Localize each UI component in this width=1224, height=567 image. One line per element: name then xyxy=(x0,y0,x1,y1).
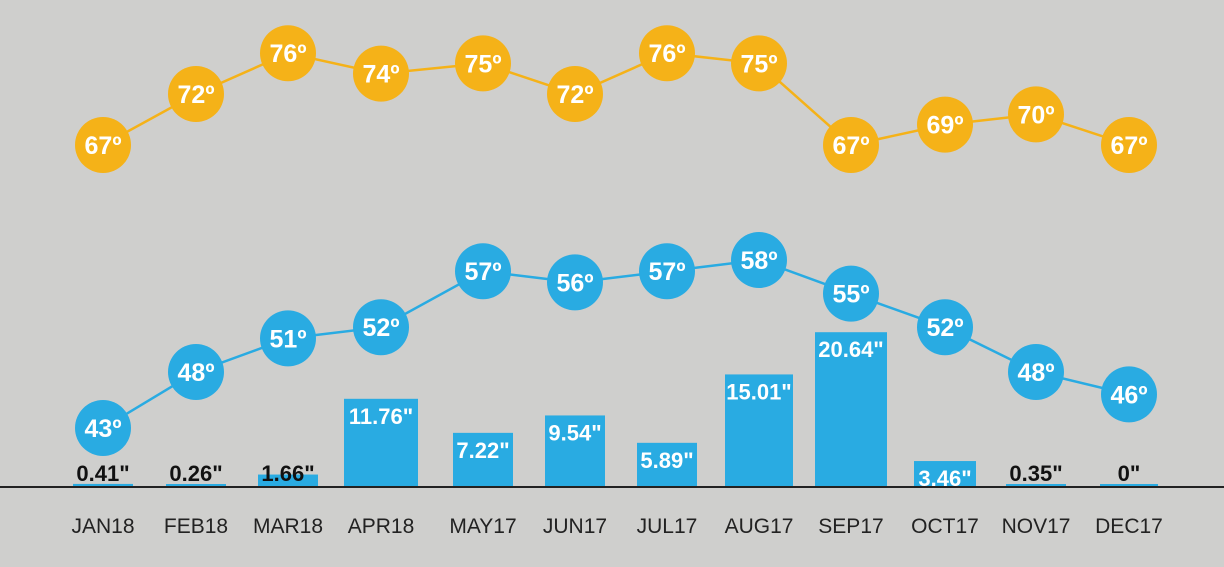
high-temp-value-label: 76º xyxy=(270,40,307,68)
x-tick-label: FEB18 xyxy=(164,515,228,538)
high-temp-line xyxy=(102,51,1130,147)
x-tick-label: JUN17 xyxy=(543,515,607,538)
bar-value-label: 0.26" xyxy=(169,461,222,486)
low-temp-marker xyxy=(731,232,787,288)
x-tick-label: DEC17 xyxy=(1095,515,1163,538)
high-temp-line-group: 67º 72º 76º 74º 75º 72º 76º 75º 67º 69º 70º 67º xyxy=(75,25,1157,173)
x-tick-label: APR18 xyxy=(348,515,415,538)
bar-value-label: 20.64" xyxy=(818,337,883,362)
x-tick-label: AUG17 xyxy=(725,515,794,538)
low-temp-value-label: 46º xyxy=(1111,381,1148,409)
low-temp-marker xyxy=(917,299,973,356)
bar xyxy=(166,484,226,487)
high-temp-marker xyxy=(455,35,511,92)
bar xyxy=(637,442,697,487)
bars-group: 0.41" 0.26" 1.66" 11.76" 7.22" 9.54" 5.89" 15.0… xyxy=(73,332,1158,491)
bar xyxy=(73,483,133,487)
high-temp-marker xyxy=(731,35,787,92)
low-temp-value-label: 52º xyxy=(363,314,400,342)
low-temp-value-label: 48º xyxy=(178,359,215,387)
bar xyxy=(453,432,513,487)
high-temp-value-label: 72º xyxy=(557,81,594,109)
high-temp-marker xyxy=(823,117,879,173)
x-tick-labels: JAN18 FEB18 MAR18 APR18 MAY17 JUN17 JUL17 AUG17… xyxy=(71,515,1162,538)
high-temp-marker xyxy=(639,25,695,82)
bar-value-label: 5.89" xyxy=(640,448,693,473)
high-temp-value-label: 67º xyxy=(1111,132,1148,160)
high-temp-marker xyxy=(547,66,603,122)
low-temp-value-label: 52º xyxy=(927,314,964,342)
bar xyxy=(1006,484,1066,487)
bar xyxy=(258,474,318,487)
x-tick-label: OCT17 xyxy=(911,515,979,538)
low-temp-value-label: 48º xyxy=(1018,359,1055,387)
bar xyxy=(1100,484,1158,487)
low-temp-marker xyxy=(455,243,511,300)
high-temp-value-label: 74º xyxy=(363,61,400,89)
x-tick-label: MAY17 xyxy=(449,515,516,538)
bar xyxy=(545,415,605,487)
low-temp-marker xyxy=(260,310,316,367)
x-tick-label: SEP17 xyxy=(818,515,883,538)
high-temp-value-label: 67º xyxy=(85,132,122,160)
bar-value-label: 0.41" xyxy=(76,461,129,486)
low-temp-value-label: 58º xyxy=(741,247,778,275)
low-temp-value-label: 57º xyxy=(649,258,686,286)
low-temp-value-label: 57º xyxy=(465,258,502,286)
low-temp-marker xyxy=(1008,344,1064,400)
low-temp-value-label: 56º xyxy=(557,269,594,297)
low-temp-value-label: 43º xyxy=(85,415,122,443)
bar-value-label: 0.35" xyxy=(1009,461,1062,486)
x-tick-label: JAN18 xyxy=(71,515,134,538)
x-tick-label: JUL17 xyxy=(637,515,698,538)
high-temp-value-label: 75º xyxy=(465,50,502,78)
low-temp-marker xyxy=(639,243,695,300)
high-temp-value-label: 76º xyxy=(649,40,686,68)
low-temp-marker xyxy=(353,299,409,356)
high-temp-value-label: 70º xyxy=(1018,101,1055,129)
high-temp-value-label: 75º xyxy=(741,50,778,78)
bar-value-label: 11.76" xyxy=(349,404,413,429)
high-temp-marker xyxy=(75,117,131,173)
bar xyxy=(725,374,793,487)
bar-value-label: 9.54" xyxy=(548,420,601,445)
high-temp-marker xyxy=(168,66,224,122)
low-temp-value-label: 51º xyxy=(270,325,307,353)
x-tick-label: MAR18 xyxy=(253,515,323,538)
high-temp-marker xyxy=(917,96,973,153)
bar-value-label: 15.01" xyxy=(726,379,791,404)
low-temp-line-group: 43º 48º 51º 52º 57º 56º 57º 58º 55º 52º 48º 46º xyxy=(75,232,1157,456)
high-temp-value-label: 69º xyxy=(927,112,964,140)
low-temp-marker xyxy=(547,254,603,311)
low-temp-value-label: 55º xyxy=(833,281,870,309)
low-temp-marker xyxy=(823,265,879,322)
low-temp-marker xyxy=(168,344,224,400)
high-temp-marker xyxy=(1008,86,1064,143)
bar xyxy=(914,461,976,487)
bar-value-label: 0" xyxy=(1118,461,1141,486)
high-temp-marker xyxy=(353,45,409,102)
bar xyxy=(815,332,887,487)
bar-value-label: 7.22" xyxy=(456,438,509,463)
bar xyxy=(344,398,418,487)
high-temp-value-label: 67º xyxy=(833,132,870,160)
bar-value-label: 1.66" xyxy=(261,461,314,486)
high-temp-marker xyxy=(260,25,316,82)
low-temp-line xyxy=(102,258,1130,430)
high-temp-value-label: 72º xyxy=(178,81,215,109)
high-temp-marker xyxy=(1101,117,1157,173)
low-temp-marker xyxy=(75,400,131,456)
low-temp-marker xyxy=(1101,366,1157,423)
x-tick-label: NOV17 xyxy=(1002,515,1071,538)
